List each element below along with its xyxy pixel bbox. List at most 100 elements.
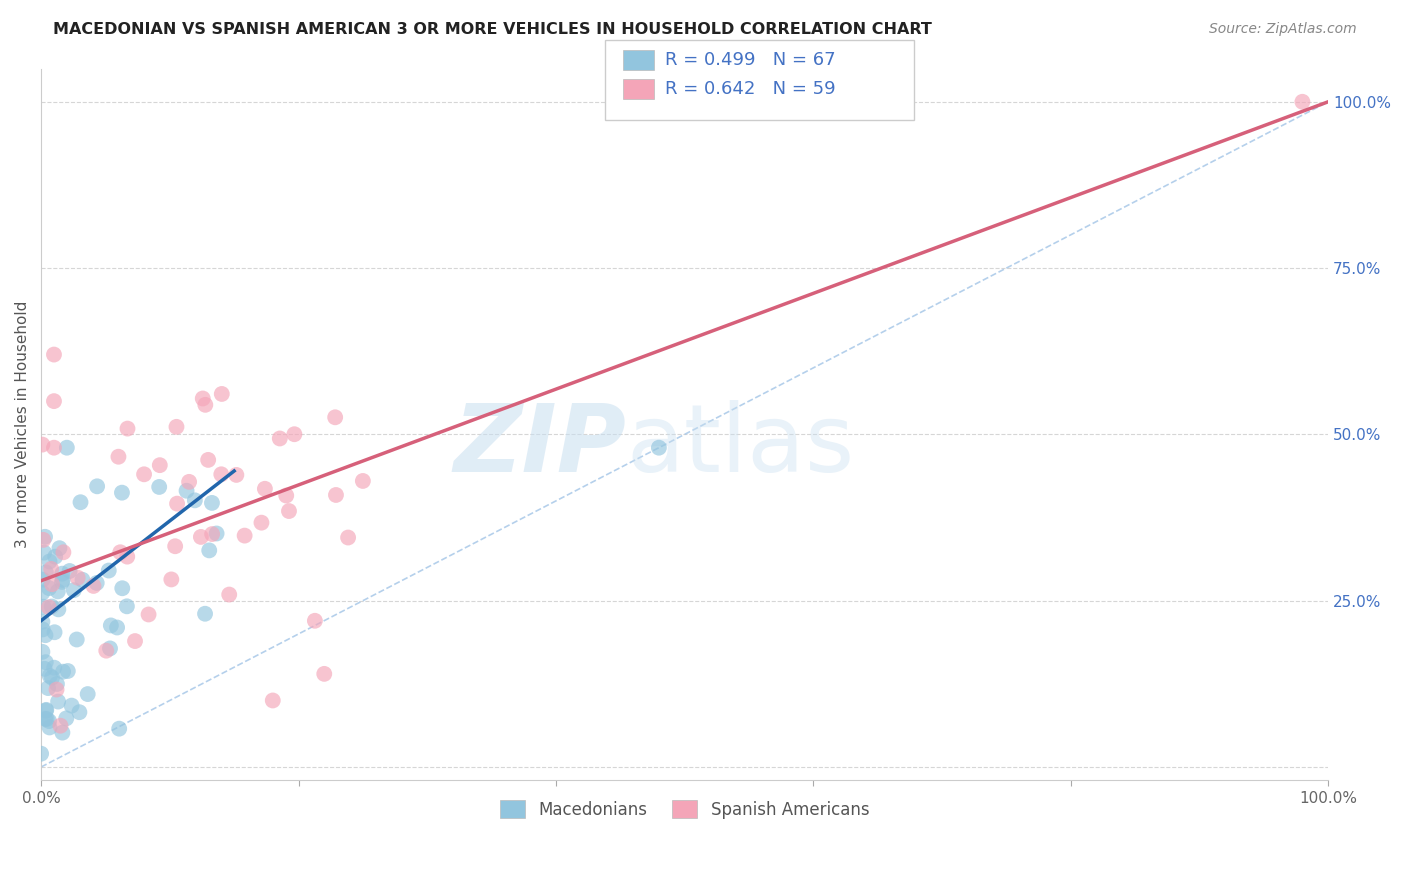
Point bbox=[38, 600, 60, 615]
Point bbox=[117, 421, 139, 435]
Point bbox=[32, 533, 55, 547]
Point bbox=[190, 530, 212, 544]
Point bbox=[31, 573, 53, 587]
Point bbox=[35, 712, 58, 726]
Point bbox=[149, 458, 172, 472]
Point bbox=[201, 527, 224, 541]
Point bbox=[69, 495, 91, 509]
Point bbox=[107, 450, 129, 464]
Point bbox=[138, 607, 160, 622]
Text: ZIP: ZIP bbox=[454, 400, 627, 491]
Point bbox=[96, 643, 118, 657]
Legend: Macedonians, Spanish Americans: Macedonians, Spanish Americans bbox=[494, 793, 876, 825]
Point bbox=[42, 441, 65, 455]
Point bbox=[111, 581, 134, 595]
Point bbox=[51, 574, 73, 589]
Point bbox=[66, 571, 89, 585]
Point bbox=[253, 482, 276, 496]
Point bbox=[46, 695, 69, 709]
Point bbox=[108, 722, 131, 736]
Point bbox=[60, 698, 83, 713]
Point bbox=[30, 747, 52, 761]
Point bbox=[166, 420, 188, 434]
Point bbox=[31, 615, 53, 629]
Point bbox=[49, 719, 72, 733]
Point bbox=[31, 623, 53, 637]
Point bbox=[191, 392, 214, 406]
Point bbox=[648, 441, 671, 455]
Point bbox=[45, 682, 67, 697]
Point bbox=[63, 583, 86, 598]
Point bbox=[38, 554, 60, 568]
Point bbox=[41, 599, 63, 614]
Point bbox=[100, 618, 122, 632]
Point bbox=[34, 530, 56, 544]
Point bbox=[32, 546, 55, 560]
Point bbox=[44, 625, 66, 640]
Point bbox=[165, 539, 187, 553]
Text: atlas: atlas bbox=[627, 400, 855, 491]
Point bbox=[41, 671, 63, 685]
Point bbox=[38, 714, 60, 728]
Point bbox=[218, 588, 240, 602]
Point bbox=[67, 705, 90, 719]
Point bbox=[166, 497, 188, 511]
Point bbox=[176, 483, 198, 498]
Point bbox=[177, 475, 200, 489]
Point bbox=[314, 666, 336, 681]
Point bbox=[148, 480, 170, 494]
Point bbox=[34, 712, 56, 726]
Point bbox=[55, 711, 77, 725]
Point bbox=[184, 493, 207, 508]
Point bbox=[86, 576, 108, 591]
Point bbox=[278, 504, 301, 518]
Point bbox=[201, 496, 224, 510]
Point bbox=[46, 602, 69, 616]
Point bbox=[46, 584, 69, 599]
Point bbox=[34, 662, 56, 676]
Point bbox=[56, 664, 79, 678]
Point bbox=[233, 528, 256, 542]
Point bbox=[250, 516, 273, 530]
Point bbox=[197, 453, 219, 467]
Point bbox=[98, 641, 121, 656]
Point bbox=[56, 441, 79, 455]
Point bbox=[111, 485, 134, 500]
Point bbox=[225, 467, 247, 482]
Text: Source: ZipAtlas.com: Source: ZipAtlas.com bbox=[1209, 22, 1357, 37]
Point bbox=[38, 669, 60, 683]
Text: MACEDONIAN VS SPANISH AMERICAN 3 OR MORE VEHICLES IN HOUSEHOLD CORRELATION CHART: MACEDONIAN VS SPANISH AMERICAN 3 OR MORE… bbox=[53, 22, 932, 37]
Y-axis label: 3 or more Vehicles in Household: 3 or more Vehicles in Household bbox=[15, 301, 30, 548]
Point bbox=[52, 665, 75, 679]
Point bbox=[44, 549, 66, 564]
Point bbox=[211, 387, 233, 401]
Point bbox=[66, 632, 89, 647]
Point bbox=[86, 479, 108, 493]
Point bbox=[124, 634, 146, 648]
Point bbox=[38, 721, 60, 735]
Point bbox=[110, 545, 132, 559]
Point bbox=[337, 531, 360, 545]
Point bbox=[194, 398, 217, 412]
Point bbox=[1291, 95, 1313, 109]
Point bbox=[83, 579, 105, 593]
Point bbox=[38, 581, 60, 595]
Point bbox=[32, 599, 55, 614]
Point bbox=[160, 573, 183, 587]
Point bbox=[115, 549, 138, 564]
Point bbox=[52, 545, 75, 559]
Point bbox=[51, 566, 73, 581]
Point bbox=[194, 607, 217, 621]
Point bbox=[42, 394, 65, 409]
Point bbox=[59, 564, 82, 578]
Point bbox=[97, 564, 120, 578]
Point bbox=[46, 677, 69, 691]
Point bbox=[304, 614, 326, 628]
Point bbox=[31, 645, 53, 659]
Point bbox=[37, 681, 59, 695]
Point bbox=[31, 585, 53, 599]
Point bbox=[51, 725, 73, 739]
Point bbox=[283, 427, 305, 442]
Point bbox=[115, 599, 138, 614]
Point bbox=[31, 437, 53, 451]
